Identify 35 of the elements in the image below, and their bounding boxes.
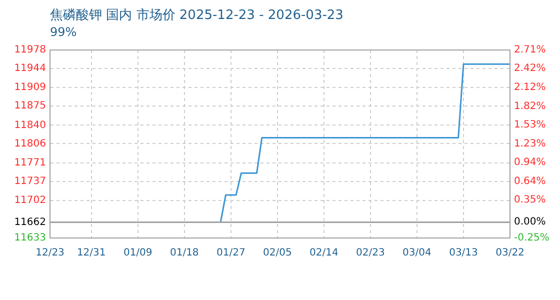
- y-tick-label: 11840: [14, 120, 46, 131]
- y-tick-label: 11806: [14, 138, 46, 150]
- y2-tick-label: 1.82%: [514, 101, 546, 112]
- x-tick-label: 02/23: [356, 248, 385, 259]
- chart-title: 焦磷酸钾 国内 市场价 2025-12-23 - 2026-03-23: [50, 7, 344, 24]
- y-tick-label: 11702: [14, 194, 46, 206]
- y-tick-label: 11662: [14, 216, 46, 228]
- y2-tick-label: 2.71%: [514, 44, 546, 56]
- x-tick-label: 12/31: [76, 248, 106, 259]
- y2-tick-label: 1.23%: [514, 138, 546, 150]
- y-tick-label: 11944: [14, 63, 46, 74]
- y-tick-label: 11909: [14, 82, 46, 94]
- chart-subtitle: 99%: [50, 25, 77, 39]
- y2-tick-label: 1.53%: [514, 120, 546, 131]
- x-tick-label: 03/04: [402, 248, 432, 259]
- x-tick-label: 02/14: [310, 248, 338, 259]
- x-tick-label: 01/27: [216, 248, 246, 259]
- y2-tick-label: 0.00%: [514, 216, 546, 228]
- x-tick-label: 01/18: [170, 248, 199, 259]
- y2-tick-label: 0.35%: [514, 194, 546, 206]
- x-tick-label: 01/09: [123, 248, 152, 259]
- y2-tick-label: 0.64%: [514, 176, 546, 188]
- x-tick-label: 12/23: [36, 248, 64, 259]
- y2-tick-label: -0.25%: [514, 232, 550, 244]
- y-tick-label: 11737: [14, 176, 46, 187]
- x-tick-label: 03/22: [496, 248, 524, 259]
- x-tick-label: 02/05: [263, 248, 292, 259]
- y-tick-label: 11978: [14, 44, 46, 56]
- y2-tick-label: 0.94%: [514, 157, 546, 168]
- y-tick-label: 11633: [14, 232, 46, 244]
- y2-tick-label: 2.42%: [514, 63, 546, 74]
- y-tick-label: 11875: [14, 100, 46, 112]
- y2-tick-label: 2.12%: [514, 82, 546, 94]
- y-tick-label: 11771: [14, 157, 46, 168]
- x-tick-label: 03/13: [449, 248, 478, 259]
